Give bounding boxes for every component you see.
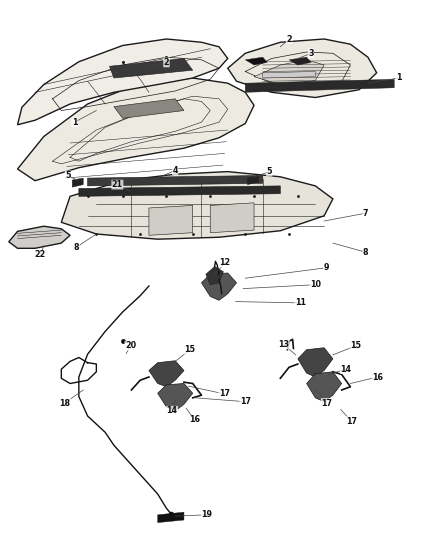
Polygon shape	[201, 273, 237, 300]
Polygon shape	[158, 512, 184, 522]
Text: 12: 12	[219, 258, 231, 267]
Text: 11: 11	[295, 298, 306, 308]
Text: 1: 1	[72, 118, 77, 127]
Text: 2: 2	[286, 35, 292, 44]
Text: 20: 20	[125, 341, 136, 350]
Polygon shape	[18, 39, 228, 125]
Text: 17: 17	[321, 399, 332, 408]
Polygon shape	[149, 205, 193, 235]
Text: 9: 9	[324, 263, 329, 272]
Text: 17: 17	[346, 417, 357, 426]
Text: 16: 16	[189, 415, 200, 424]
Polygon shape	[79, 186, 280, 196]
Text: 4: 4	[173, 166, 178, 175]
Polygon shape	[18, 78, 254, 181]
Polygon shape	[307, 372, 342, 402]
Text: 22: 22	[35, 251, 46, 259]
Text: 5: 5	[65, 171, 71, 180]
Text: 13: 13	[278, 340, 290, 349]
Polygon shape	[9, 226, 70, 248]
Text: 15: 15	[350, 341, 361, 350]
Polygon shape	[254, 60, 324, 85]
Text: 7: 7	[363, 209, 368, 217]
Polygon shape	[61, 172, 333, 239]
Text: 16: 16	[372, 373, 383, 382]
Text: 14: 14	[166, 406, 178, 415]
Polygon shape	[228, 39, 377, 98]
Polygon shape	[298, 348, 333, 377]
Polygon shape	[114, 99, 184, 118]
Polygon shape	[158, 384, 193, 411]
Text: 5: 5	[267, 167, 272, 176]
Text: 2: 2	[164, 58, 169, 67]
Polygon shape	[206, 266, 223, 285]
Text: 15: 15	[184, 345, 196, 354]
Polygon shape	[245, 57, 267, 65]
Polygon shape	[247, 175, 258, 184]
Polygon shape	[245, 79, 394, 92]
Text: 18: 18	[59, 399, 71, 408]
Polygon shape	[110, 59, 193, 78]
Polygon shape	[149, 361, 184, 387]
Polygon shape	[289, 57, 311, 65]
Polygon shape	[72, 178, 83, 187]
Text: 17: 17	[240, 397, 251, 406]
Text: 8: 8	[363, 248, 368, 257]
Polygon shape	[210, 203, 254, 233]
Text: 19: 19	[201, 510, 212, 519]
Text: 8: 8	[74, 243, 79, 252]
Polygon shape	[263, 71, 315, 78]
Polygon shape	[88, 175, 263, 186]
Text: 21: 21	[112, 180, 123, 189]
Text: 3: 3	[308, 49, 314, 58]
Text: 1: 1	[396, 74, 401, 83]
Text: 17: 17	[219, 390, 230, 398]
Text: 14: 14	[340, 365, 352, 374]
Text: 10: 10	[310, 280, 321, 289]
